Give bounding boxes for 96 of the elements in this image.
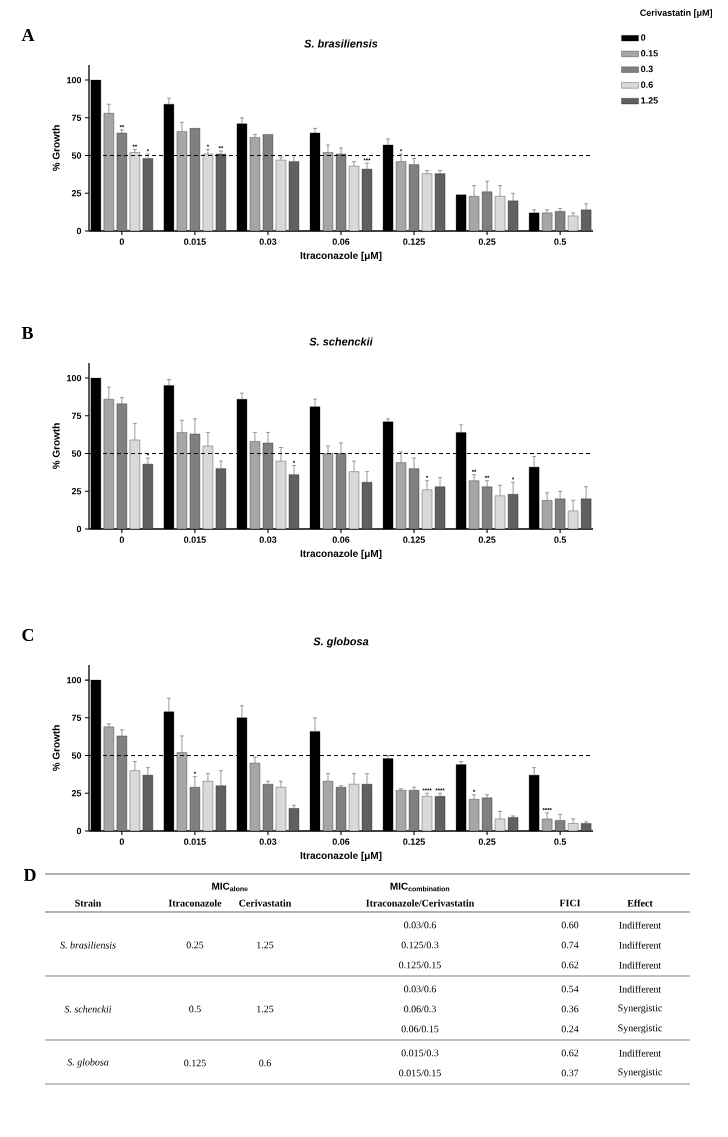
legend-label: 1.25 <box>641 97 658 104</box>
text: 0.36 <box>561 1005 579 1013</box>
category-label: FICI <box>559 899 581 907</box>
text: Indifferent <box>619 961 662 969</box>
text: $\mathbf{MIC}_{\mathbf{combination}}$ <box>390 882 450 892</box>
text: Indifferent <box>619 941 662 949</box>
x-tick-label: 0.06 <box>332 536 350 543</box>
text: 0.62 <box>561 961 579 969</box>
text: Indifferent <box>619 921 662 929</box>
text: 0.125/0.15 <box>399 961 441 969</box>
y-tick-label: 100 <box>67 374 82 382</box>
text: Indifferent <box>619 985 662 993</box>
y-tick-label: 50 <box>71 152 82 159</box>
category-label: Effect <box>627 899 653 907</box>
text: 0.54 <box>561 985 579 993</box>
text: S. brasiliensis <box>60 941 116 949</box>
y-axis-title: % Growth <box>52 725 60 771</box>
x-tick-label: 0.06 <box>332 838 350 845</box>
y-tick-label: 0 <box>76 525 82 533</box>
x-tick-label: 0.125 <box>403 838 426 845</box>
x-tick-label: 0.125 <box>403 536 426 543</box>
legend-title: Cerivastatin [μM] <box>640 9 713 18</box>
x-tick-label: 0.125 <box>403 238 426 245</box>
x-tick-label: 0.06 <box>332 238 350 245</box>
x-tick-label: 0.015 <box>184 536 206 543</box>
y-tick-label: 100 <box>67 676 82 684</box>
text: 0.03/0.6 <box>404 921 437 929</box>
y-tick-label: 50 <box>71 450 82 457</box>
text: 0.125/0.3 <box>401 941 439 949</box>
x-tick-label: 0 <box>119 238 124 245</box>
y-tick-label: 25 <box>71 190 82 197</box>
x-tick-label: 0.25 <box>478 536 496 543</box>
category-label: Itraconazole/Cerivastatin <box>366 899 475 907</box>
x-tick-label: 0.25 <box>478 838 496 845</box>
y-tick-label: 25 <box>71 488 82 495</box>
legend-label: 0.6 <box>641 81 653 88</box>
text: S. schenckii <box>64 1005 112 1013</box>
y-axis-title: % Growth <box>52 125 60 171</box>
y-tick-label: 75 <box>71 114 82 121</box>
x-axis-title: Itraconazole [μM] <box>300 251 382 261</box>
text: A <box>21 29 35 41</box>
chart-title: S. schenckii <box>309 337 373 346</box>
y-tick-label: 0 <box>76 227 82 235</box>
x-tick-label: 0.03 <box>259 838 277 845</box>
y-tick-label: 75 <box>71 714 82 721</box>
text: Synergistic <box>618 1024 663 1034</box>
text: S. globosa <box>67 1058 109 1068</box>
y-tick-label: 75 <box>71 412 82 419</box>
text: B <box>21 327 33 339</box>
x-tick-label: 0.5 <box>554 536 567 543</box>
legend-label: 0 <box>641 34 646 41</box>
x-tick-label: 0.5 <box>554 838 567 845</box>
text: 0.125 <box>184 1059 206 1067</box>
x-axis-title: Itraconazole [μM] <box>300 851 382 861</box>
text: 0.015/0.15 <box>399 1069 441 1077</box>
y-axis-title: % Growth <box>52 423 60 469</box>
text: 0.06/0.3 <box>404 1005 436 1013</box>
x-tick-label: 0.25 <box>478 238 496 245</box>
text: 1.25 <box>257 941 274 949</box>
text: 0.03/0.6 <box>404 985 437 993</box>
x-tick-label: 0.03 <box>259 238 277 245</box>
x-tick-label: 0.5 <box>554 238 567 245</box>
text: 0.5 <box>189 1005 201 1013</box>
category-label: Cerivastatin <box>239 899 292 907</box>
text: 0.24 <box>561 1025 579 1033</box>
y-tick-label: 50 <box>71 752 82 759</box>
text: 0.015/0.3 <box>401 1049 439 1057</box>
text: 0.25 <box>186 941 204 949</box>
text: 0.37 <box>561 1069 579 1077</box>
chart-title: S. brasiliensis <box>304 39 378 48</box>
text: Synergistic <box>618 1004 663 1014</box>
chart-title: S. globosa <box>313 637 369 648</box>
x-tick-label: 0 <box>119 838 124 845</box>
text: 0.74 <box>561 941 579 949</box>
text: $\mathbf{MIC}_{\mathbf{alone}}$ <box>212 882 248 892</box>
y-tick-label: 25 <box>71 790 82 797</box>
category-label: Itraconazole <box>168 899 222 907</box>
text: C <box>22 628 34 642</box>
legend-label: 0.15 <box>641 50 658 57</box>
y-tick-label: 0 <box>76 827 82 835</box>
y-tick-label: 100 <box>67 76 82 84</box>
text: D <box>23 869 36 881</box>
text: Indifferent <box>619 1049 662 1057</box>
text: 0.62 <box>561 1049 579 1057</box>
text: 0.60 <box>561 921 579 929</box>
x-tick-label: 0 <box>119 536 124 543</box>
category-label: Strain <box>75 899 102 907</box>
text: 0.6 <box>259 1059 271 1067</box>
text: 0.06/0.15 <box>401 1025 439 1033</box>
x-tick-label: 0.015 <box>184 838 206 845</box>
x-tick-label: 0.03 <box>259 536 277 543</box>
text: Synergistic <box>618 1068 663 1078</box>
text: 1.25 <box>257 1005 274 1013</box>
x-tick-label: 0.015 <box>184 238 206 245</box>
x-axis-title: Itraconazole [μM] <box>300 549 382 559</box>
legend-label: 0.3 <box>641 65 653 73</box>
